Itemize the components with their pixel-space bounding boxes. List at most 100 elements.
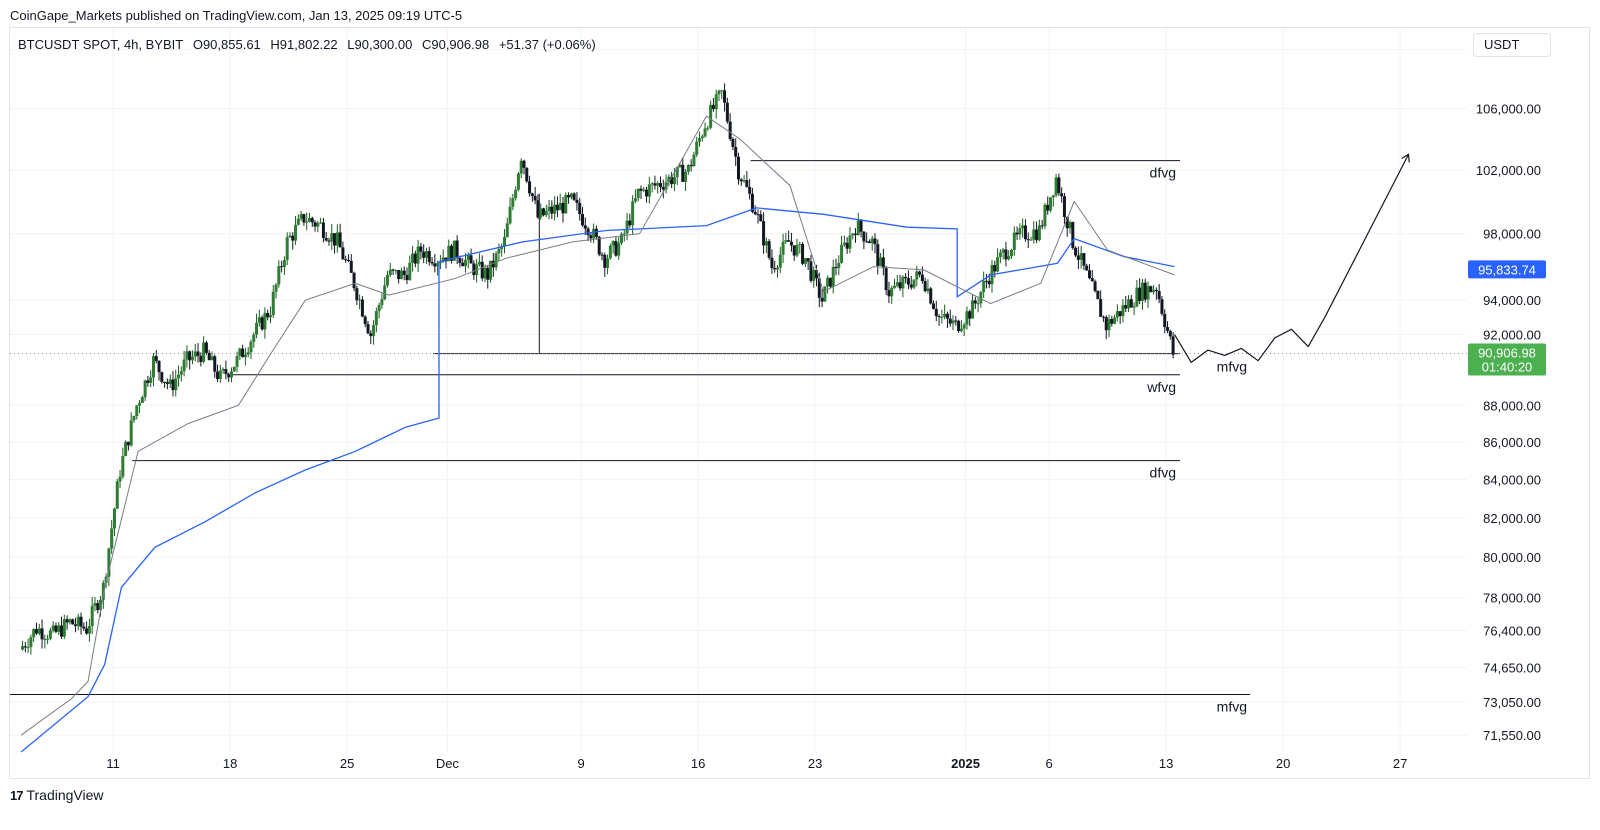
candle-body	[280, 266, 284, 268]
x-tick-label: 23	[808, 756, 822, 771]
candle-body	[193, 351, 197, 357]
candle-body	[1113, 317, 1117, 324]
candle-body	[828, 277, 832, 287]
currency-button[interactable]: USDT	[1473, 33, 1551, 57]
candle-body	[1071, 222, 1075, 248]
candle-body	[441, 257, 445, 262]
candle-body	[606, 258, 610, 268]
candle-body	[1115, 311, 1119, 318]
candle-body	[374, 311, 378, 326]
candle-body	[500, 246, 504, 249]
fvg-level-label: dfvg	[1150, 165, 1176, 181]
candle-body	[266, 312, 270, 318]
candle-body	[700, 136, 704, 139]
candle-body	[346, 259, 350, 261]
candle-body	[333, 233, 337, 246]
candle-body	[430, 262, 434, 264]
candle-body	[391, 269, 395, 271]
candle-body	[146, 380, 150, 383]
candle-body	[26, 647, 30, 649]
candle-body	[1062, 196, 1066, 217]
candle-body	[617, 243, 621, 256]
tradingview-brand[interactable]: 17 TradingView	[10, 787, 104, 803]
candle-body	[282, 260, 286, 267]
candle-body	[433, 263, 437, 267]
candle-body	[583, 225, 587, 229]
candle-body	[759, 214, 763, 222]
y-tick-label: 88,000.00	[1483, 398, 1541, 413]
candle-body	[642, 189, 646, 191]
candle-body	[572, 193, 576, 200]
candle-body	[742, 180, 746, 182]
candle-body	[1032, 229, 1036, 240]
candle-body	[224, 369, 228, 375]
candle-body	[678, 164, 682, 167]
candle-body	[686, 165, 690, 172]
candle-body	[725, 102, 729, 122]
candle-body	[369, 333, 373, 337]
chart-frame	[9, 27, 1590, 779]
candle-body	[619, 233, 623, 244]
candle-body	[647, 184, 651, 197]
y-tick-label: 84,000.00	[1483, 472, 1541, 487]
candle-body	[179, 371, 183, 375]
symbol-title[interactable]: BTCUSDT SPOT, 4h, BYBIT	[18, 37, 184, 52]
candle-body	[1060, 193, 1064, 197]
candle-body	[372, 325, 376, 337]
candle-body	[319, 222, 323, 224]
ohlc-change: +51.37 (+0.06%)	[498, 37, 596, 52]
candle-body	[781, 241, 785, 255]
x-tick-label: 13	[1159, 756, 1173, 771]
candle-body	[268, 315, 272, 318]
candle-body	[288, 235, 292, 238]
candle-body	[803, 258, 807, 264]
candle-body	[1143, 282, 1147, 300]
candle-body	[625, 220, 629, 234]
candle-body	[302, 214, 306, 223]
candle-body	[831, 266, 835, 287]
candle-body	[622, 233, 626, 235]
candle-body	[480, 261, 484, 279]
candle-body	[246, 352, 250, 355]
candle-body	[762, 221, 766, 246]
symbol-legend[interactable]: BTCUSDT SPOT, 4h, BYBIT O90,855.61 H91,8…	[18, 37, 602, 52]
candle-body	[898, 282, 902, 289]
ohlc-high: H91,802.22	[270, 37, 338, 52]
candle-body	[1018, 228, 1022, 235]
candle-body	[564, 194, 568, 214]
candle-body	[728, 121, 732, 140]
candle-body	[1154, 289, 1158, 292]
candle-body	[909, 284, 913, 288]
y-tick-label: 106,000.00	[1476, 102, 1541, 117]
candle-body	[770, 257, 774, 269]
candle-body	[1057, 177, 1061, 194]
candle-body	[101, 582, 105, 600]
candle-body	[1118, 311, 1122, 317]
candle-body	[976, 303, 980, 305]
candle-body	[508, 206, 512, 224]
candle-body	[466, 255, 470, 260]
candle-body	[99, 599, 103, 611]
candle-body	[597, 236, 601, 255]
candle-body	[257, 317, 261, 323]
candle-body	[469, 255, 473, 264]
candle-body	[684, 171, 688, 182]
last-price-value: 90,906.98	[1478, 346, 1536, 361]
y-tick-label: 71,550.00	[1483, 728, 1541, 743]
candle-body	[934, 308, 938, 317]
candle-body	[695, 141, 699, 155]
candle-body	[639, 188, 643, 191]
candle-body	[600, 254, 604, 256]
candle-body	[812, 269, 816, 281]
candle-body	[1026, 239, 1030, 241]
candle-body	[912, 279, 916, 288]
candle-body	[806, 258, 810, 262]
x-tick-label: 6	[1046, 756, 1053, 771]
candle-body	[528, 181, 532, 194]
candle-body	[196, 351, 200, 356]
candle-body	[112, 508, 116, 529]
candle-body	[483, 267, 487, 279]
candle-body	[447, 245, 451, 262]
candle-body	[96, 603, 100, 611]
